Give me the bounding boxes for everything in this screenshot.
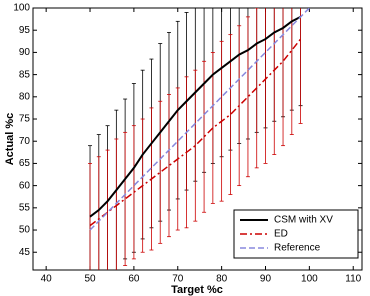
x-axis-label: Target %c: [171, 284, 223, 296]
error-bar: [202, 60, 207, 213]
legend-label: CSM with XV: [274, 215, 333, 226]
y-axis-label: Actual %c: [4, 113, 16, 166]
y-tick-label: 90: [19, 47, 31, 58]
series-line: [89, 15, 302, 218]
x-tick-label: 60: [128, 274, 140, 285]
x-tick-label: 100: [301, 274, 318, 285]
y-tick-label: 65: [19, 158, 31, 169]
error-bar: [245, 16, 250, 178]
x-tick-label: 40: [41, 274, 53, 285]
error-bar: [123, 131, 128, 266]
x-tick-label: 50: [84, 274, 96, 285]
series-line: [89, 8, 310, 231]
y-tick-label: 100: [13, 3, 30, 14]
error-bar: [210, 52, 215, 204]
error-bar: [281, 8, 286, 147]
x-tick-label: 90: [260, 274, 272, 285]
x-tick-label: 70: [172, 274, 184, 285]
error-bar: [298, 8, 303, 124]
x-tick-label: 80: [216, 274, 228, 285]
error-bar: [105, 149, 110, 270]
y-tick-label: 80: [19, 91, 31, 102]
legend-label: Reference: [274, 243, 321, 254]
legend-label: ED: [274, 229, 288, 240]
y-tick-label: 55: [19, 202, 31, 213]
error-bar: [193, 69, 198, 222]
y-tick-label: 45: [19, 247, 31, 258]
y-tick-label: 85: [19, 69, 31, 80]
x-tick-label: 110: [345, 274, 361, 285]
y-tick-label: 95: [19, 25, 31, 36]
error-bar: [158, 100, 163, 244]
legend-box: [233, 209, 359, 259]
error-bar: [289, 8, 294, 135]
y-tick-label: 60: [19, 180, 31, 191]
y-tick-label: 75: [19, 114, 31, 125]
error-bar: [88, 163, 93, 270]
y-tick-label: 50: [19, 225, 31, 236]
error-bar: [166, 94, 171, 238]
y-tick-label: 70: [19, 136, 31, 147]
series-line: [89, 38, 302, 227]
